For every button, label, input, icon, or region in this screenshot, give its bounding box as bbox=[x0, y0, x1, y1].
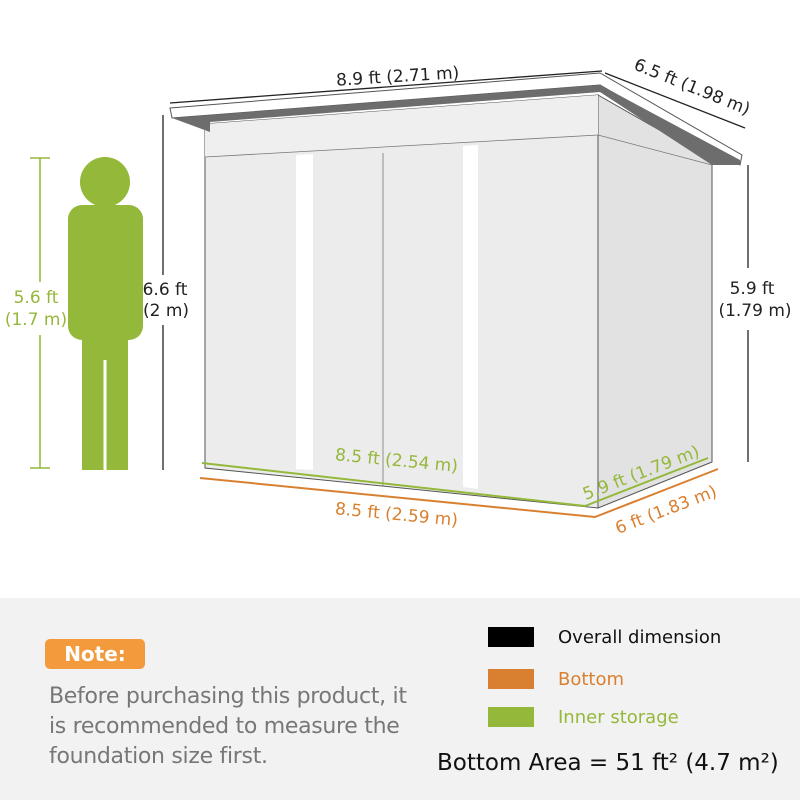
legend-label: Overall dimension bbox=[558, 626, 722, 648]
back-height-ft: 5.9 ft bbox=[730, 279, 775, 299]
shed-diagram: 5.6 ft (1.7 m) 6.6 ft (2 m) 5.9 ft (1.79… bbox=[5, 55, 792, 539]
person-height-m: (1.7 m) bbox=[5, 310, 67, 330]
bottom-area: Bottom Area = 51 ft² (4.7 m²) bbox=[437, 750, 779, 776]
note-badge: Note: bbox=[45, 639, 145, 669]
legend-swatch-bottom bbox=[488, 669, 534, 689]
bottom-width-label: 8.5 ft (2.59 m) bbox=[334, 499, 459, 531]
person-height-ft: 5.6 ft bbox=[14, 288, 59, 308]
legend-swatch-inner bbox=[488, 707, 534, 727]
front-height-m: (2 m) bbox=[143, 301, 189, 321]
legend-label: Inner storage bbox=[558, 706, 679, 728]
bottom-line bbox=[199, 468, 719, 519]
legend-inner: Inner storage bbox=[488, 706, 679, 728]
legend-swatch-overall bbox=[488, 627, 534, 647]
person-height-line bbox=[30, 157, 50, 469]
front-height-ft: 6.6 ft bbox=[143, 280, 188, 300]
note-text: Before purchasing this product, it is re… bbox=[49, 684, 407, 769]
legend-overall: Overall dimension bbox=[488, 626, 721, 648]
roof-depth-line bbox=[604, 72, 746, 129]
legend-bottom: Bottom bbox=[488, 668, 624, 690]
roof-width-line bbox=[169, 70, 603, 104]
info-panel: Note: Before purchasing this product, it… bbox=[0, 598, 800, 800]
legend-label: Bottom bbox=[558, 668, 625, 690]
inner-storage-line bbox=[201, 457, 709, 508]
shed bbox=[169, 72, 743, 509]
back-height-m: (1.79 m) bbox=[718, 301, 791, 321]
